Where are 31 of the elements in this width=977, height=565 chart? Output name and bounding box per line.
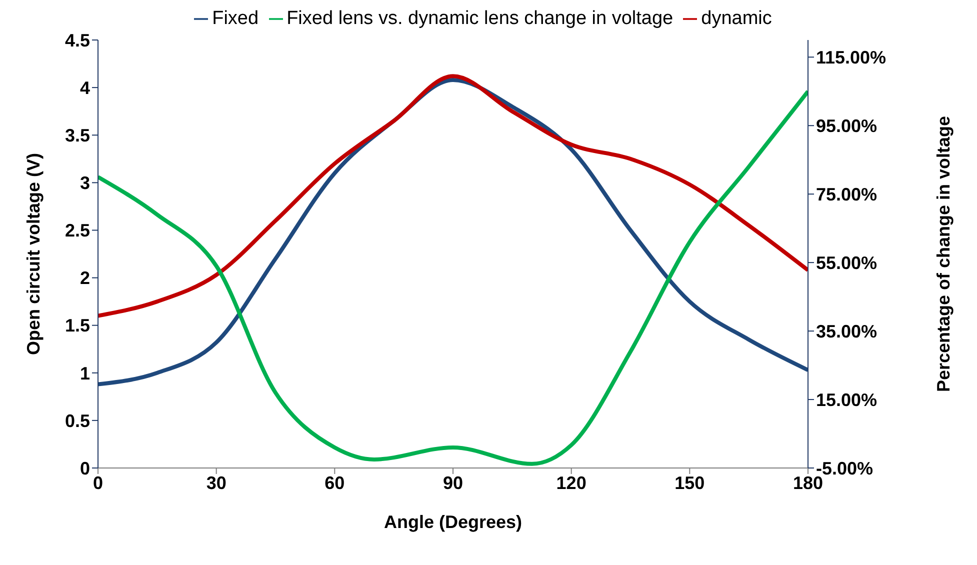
y2-axis-title: Percentage of change in voltage bbox=[933, 116, 954, 392]
y2-tick-label: 35.00% bbox=[816, 321, 878, 342]
y-tick-label: 3.5 bbox=[64, 126, 90, 146]
legend-label: dynamic bbox=[701, 8, 772, 29]
legend-label: Fixed bbox=[212, 8, 259, 29]
y2-tick-label: 115.00% bbox=[816, 48, 886, 68]
line-series bbox=[98, 89, 808, 466]
y2-tick-label: 55.00% bbox=[816, 252, 878, 273]
x-tick-label: 120 bbox=[556, 472, 586, 493]
x-tick-label: 30 bbox=[206, 472, 226, 493]
line-series bbox=[98, 74, 808, 318]
x-axis-title: Angle (Degrees) bbox=[384, 512, 522, 532]
y-tick-label: 4.5 bbox=[64, 30, 90, 50]
x-tick-label: 90 bbox=[442, 472, 464, 493]
y-tick-label: 1.5 bbox=[64, 316, 90, 336]
x-tick-label: 180 bbox=[792, 472, 824, 493]
y2-tick-label: 15.00% bbox=[816, 390, 878, 410]
y-tick-label: 2.5 bbox=[64, 220, 90, 241]
y-tick-label: 3 bbox=[80, 173, 90, 194]
y2-tick-label: 75.00% bbox=[816, 184, 878, 204]
x-tick-label: 150 bbox=[674, 472, 705, 493]
y-tick-label: 4 bbox=[80, 78, 90, 98]
y-tick-label: 0 bbox=[80, 458, 90, 478]
x-tick-label: 0 bbox=[92, 472, 104, 493]
legend-label: Fixed lens vs. dynamic lens change in voltage bbox=[286, 8, 674, 29]
y-tick-label: 1 bbox=[80, 363, 90, 384]
y-tick-label: 0.5 bbox=[64, 410, 90, 431]
x-tick-label: 60 bbox=[324, 472, 345, 493]
y-tick-label: 2 bbox=[80, 268, 90, 288]
y2-tick-label: 95.00% bbox=[816, 116, 878, 136]
y-axis-title: Open circuit voltage (V) bbox=[23, 152, 44, 356]
